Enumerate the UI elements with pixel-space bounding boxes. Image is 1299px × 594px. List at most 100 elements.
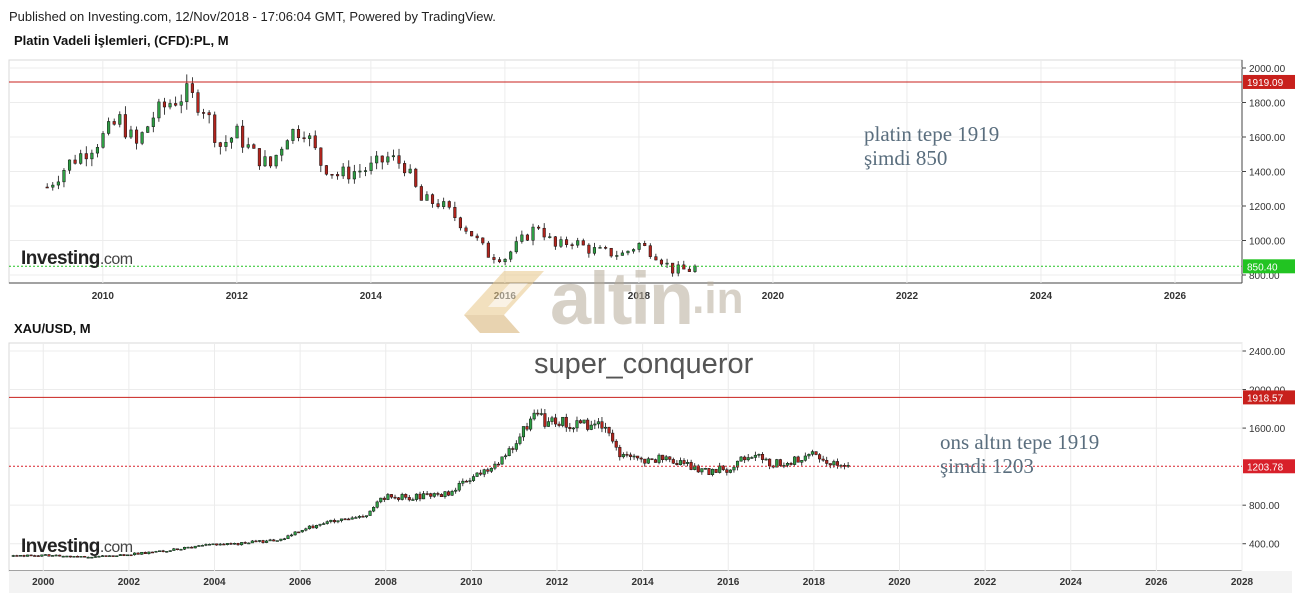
x-tick-label: 2026 [1164,291,1187,302]
candle-body [511,448,515,450]
candle-body [825,460,829,464]
candle-body [637,243,641,250]
chart-title-gold: XAU/USD, M [14,321,91,336]
candle-body [553,236,557,247]
candle-body [75,555,80,558]
candle-body [151,117,155,127]
candle-body [454,489,458,492]
candle-body [319,147,323,166]
candle-body [464,480,468,483]
investing-logo-top: Investing.com [21,248,133,270]
candle-body [101,133,105,148]
candle-body [143,551,147,555]
candle-body [457,483,461,491]
candle-body [261,540,265,543]
candle-body [190,546,194,549]
candle-body [386,494,390,500]
candle-body [90,556,94,559]
candle-body [732,466,736,471]
candle-body [150,551,154,554]
candle-body [403,163,407,174]
candle-body [768,458,772,467]
investing-logo-bottom: Investing.com [21,536,133,558]
price-label-box [1243,259,1295,274]
candle-body [357,516,361,518]
candle-body [375,155,379,164]
candle-body [682,264,686,270]
candle-body [718,465,722,473]
candle-body [447,201,451,208]
candle-body [308,135,312,139]
candle-body [514,241,518,253]
candle-body [118,554,122,556]
altin-in-watermark: altin .in [458,256,743,341]
candle-body [354,517,358,519]
candle-body [400,494,404,500]
candle-body [425,493,429,495]
logo-brand: Investing [21,536,100,557]
candle-body [179,101,183,106]
candle-body [803,455,807,461]
candle-body [500,456,504,465]
x-tick-label: 2016 [717,577,740,588]
candle-body [18,555,22,557]
candle-body [648,245,652,257]
candle-body [479,472,483,475]
candle-body [93,556,97,558]
candle-body [352,171,356,180]
candle-body [47,554,51,557]
candle-body [136,552,140,555]
candle-body [254,540,258,543]
candle-body [265,540,269,543]
candle-body [408,168,412,174]
candle-body [112,121,116,125]
candle-body [643,458,647,464]
candle-body [596,421,600,425]
candle-body [632,455,636,458]
candle-body [492,257,496,260]
candle-body [311,525,315,529]
candle-body [73,159,77,164]
candle-body [639,457,643,460]
candle-body [548,236,552,238]
candle-body [257,148,261,167]
annotation-line: şimdi 1203 [940,454,1034,478]
candle-body [263,156,267,167]
candle-body [615,255,619,257]
candle-body [118,114,122,125]
candle-body [703,468,707,470]
candle-body [604,247,608,249]
candle-body [397,497,401,500]
candle-body [341,166,345,177]
candle-body [739,456,743,462]
candle-body [174,103,178,106]
candle-body [631,249,636,252]
candle-body [785,463,790,466]
candle-body [471,476,476,481]
x-tick-label: 2004 [203,577,226,588]
candle-body [760,454,765,460]
annotation-line: şimdi 850 [864,146,948,170]
candle-body [678,460,682,465]
candle-body [154,551,158,553]
candle-body [725,469,729,473]
candle-body [671,262,675,274]
candle-body [621,454,625,458]
candle-body [687,268,691,272]
candle-body [525,426,529,430]
candle-body [107,121,111,134]
candle-body [45,186,49,189]
candle-body [489,467,493,472]
candle-body [559,239,563,247]
x-tick-label: 2022 [896,291,919,302]
candle-body [835,461,839,466]
candle-body [134,129,139,144]
candle-body [468,480,472,482]
x-tick-label: 2008 [375,577,398,588]
candle-body [411,499,415,501]
candle-body [446,491,451,496]
candle-body [379,497,383,503]
candle-body [185,83,189,102]
candle-body [133,552,137,556]
